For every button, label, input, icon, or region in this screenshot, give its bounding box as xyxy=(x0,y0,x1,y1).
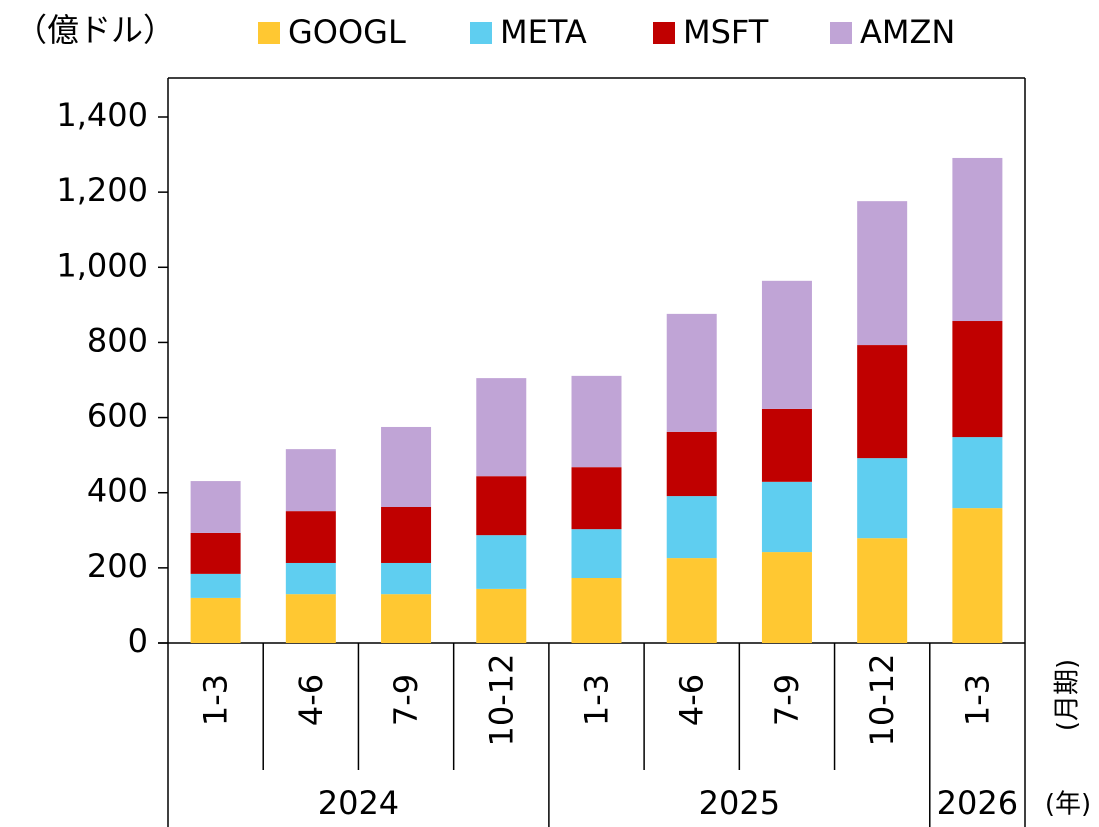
y-tick-label: 1,200 xyxy=(56,171,148,209)
y-tick-label: 600 xyxy=(87,397,148,435)
x-tick-label: 4-6 xyxy=(673,674,711,726)
x-tick-label: 10-12 xyxy=(482,654,520,747)
legend-label: AMZN xyxy=(860,13,955,51)
bar-segment xyxy=(381,562,432,595)
bar-segment xyxy=(952,508,1003,643)
bar-segment xyxy=(571,578,622,643)
x-tick-label: 7-9 xyxy=(387,674,425,726)
bar-segment xyxy=(857,201,908,346)
bar-segment xyxy=(666,496,717,559)
bar-segment xyxy=(285,594,336,643)
bar-segment xyxy=(857,458,908,539)
bar-segment xyxy=(761,408,812,482)
bar-segment xyxy=(190,597,241,643)
x-tick-label: 1-3 xyxy=(578,674,616,726)
legend-swatch xyxy=(258,22,280,44)
group-axis-title: (年) xyxy=(1045,790,1091,820)
bar-segment xyxy=(952,437,1003,509)
bar-segment xyxy=(381,426,432,507)
bar-segment xyxy=(857,345,908,459)
bar-segment xyxy=(285,511,336,563)
y-tick-label: 400 xyxy=(87,472,148,510)
bar-segment xyxy=(476,476,527,536)
group-label: 2025 xyxy=(699,784,780,822)
y-tick-label: 1,400 xyxy=(56,96,148,134)
y-axis-title: （億ドル） xyxy=(15,11,175,49)
bar-segment xyxy=(571,467,622,530)
legend-label: META xyxy=(500,13,587,51)
bar-segment xyxy=(761,552,812,643)
x-tick-label: 4-6 xyxy=(292,674,330,726)
x-axis-title: (月期) xyxy=(1053,659,1083,731)
bar-segment xyxy=(571,529,622,579)
bar-segment xyxy=(476,535,527,589)
group-label: 2026 xyxy=(937,784,1018,822)
bar-segment xyxy=(285,562,336,595)
x-tick-label: 10-12 xyxy=(863,654,901,747)
bar-segment xyxy=(761,280,812,409)
x-tick-label: 7-9 xyxy=(768,674,806,726)
bar-segment xyxy=(476,378,527,477)
x-tick-label: 1-3 xyxy=(958,674,996,726)
bar-segment xyxy=(857,538,908,643)
bar-segment xyxy=(381,506,432,563)
legend-swatch xyxy=(653,22,675,44)
legend-swatch xyxy=(830,22,852,44)
bar-segment xyxy=(190,573,241,598)
bar-segment xyxy=(571,375,622,468)
bar-segment xyxy=(952,157,1003,322)
y-tick-label: 200 xyxy=(87,547,148,585)
bar-segment xyxy=(476,588,527,643)
legend-label: GOOGL xyxy=(288,13,406,51)
y-tick-label: 1,000 xyxy=(56,246,148,284)
bar-segment xyxy=(666,313,717,432)
group-label: 2024 xyxy=(318,784,399,822)
legend-swatch xyxy=(470,22,492,44)
x-tick-label: 1-3 xyxy=(197,674,235,726)
bar-segment xyxy=(952,321,1003,438)
bar-segment xyxy=(761,481,812,553)
bar-segment xyxy=(190,481,241,533)
y-tick-label: 0 xyxy=(128,622,148,660)
bar-segment xyxy=(666,558,717,643)
bar-segment xyxy=(190,532,241,574)
y-tick-label: 800 xyxy=(87,321,148,359)
bar-segment xyxy=(285,449,336,512)
bar-segment xyxy=(381,594,432,643)
bar-segment xyxy=(666,431,717,497)
legend-label: MSFT xyxy=(683,13,769,51)
